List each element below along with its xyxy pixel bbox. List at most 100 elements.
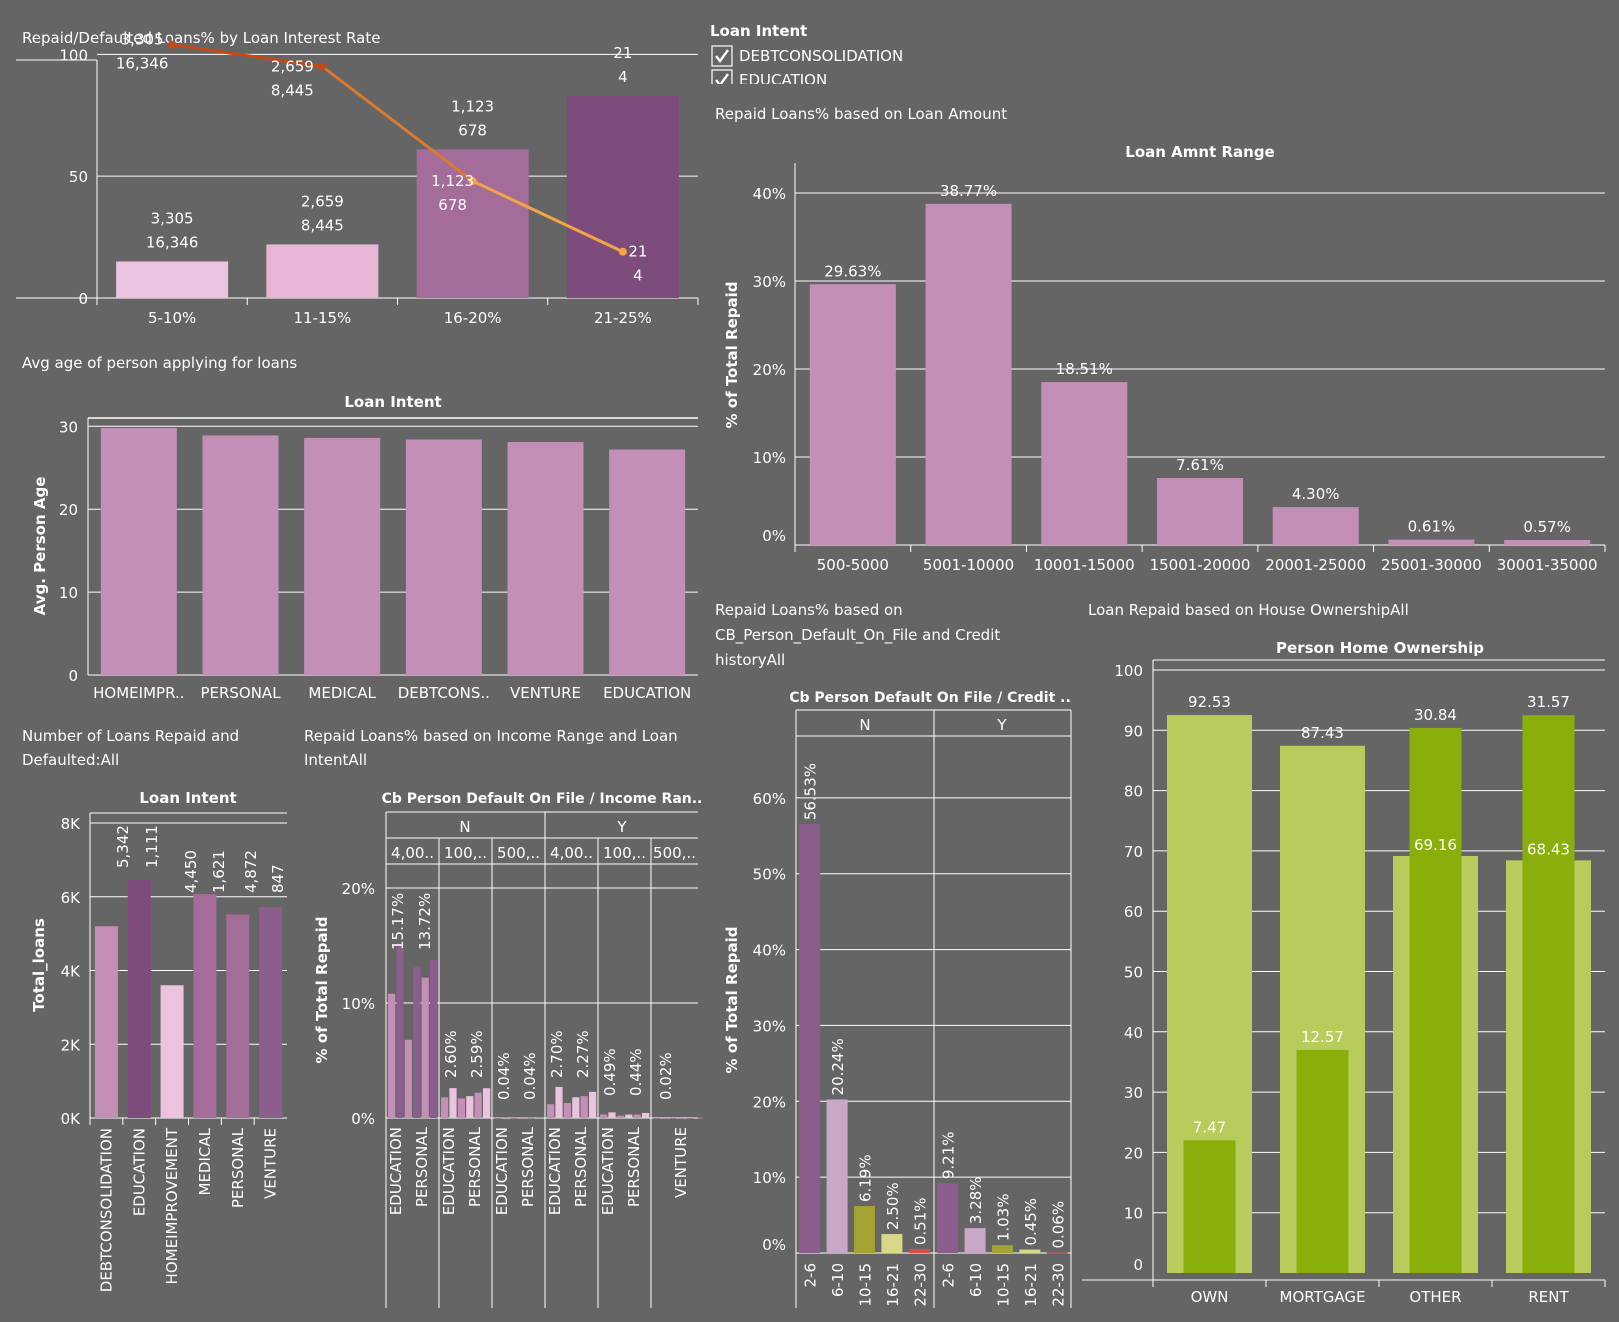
bar bbox=[669, 1118, 677, 1119]
bar bbox=[127, 880, 151, 1118]
bar bbox=[925, 203, 1012, 545]
y-tick-label: 4K bbox=[61, 963, 82, 981]
bar bbox=[1272, 507, 1359, 545]
line-label-repaid: 1,123 bbox=[431, 172, 474, 190]
bar-top-label: 5,342 bbox=[114, 825, 132, 868]
y-tick-label: 0% bbox=[351, 1110, 375, 1128]
x-tick-label: PERSONAL bbox=[229, 1127, 247, 1208]
group-label: Y bbox=[616, 818, 627, 836]
y-tick-label: 60% bbox=[753, 790, 786, 808]
data-label: 0.61% bbox=[1408, 518, 1456, 536]
credit-chart-title-line3: historyAll bbox=[715, 651, 785, 669]
y-tick-label: 10% bbox=[753, 1169, 786, 1187]
bar-narrow bbox=[1296, 1049, 1349, 1273]
y-tick-label: 70 bbox=[1124, 843, 1143, 861]
data-label: 20.24% bbox=[829, 1038, 847, 1095]
bar bbox=[466, 1096, 474, 1118]
bar bbox=[226, 914, 250, 1118]
y-tick-label: 100 bbox=[1114, 662, 1143, 680]
bar bbox=[1041, 382, 1128, 545]
x-tick-label: HOMEIMPROVEMENT bbox=[163, 1127, 181, 1284]
x-tick-label: 16-21 bbox=[884, 1263, 902, 1307]
x-tick-label: DEBTCONSOLIDATION bbox=[97, 1128, 115, 1292]
checkbox-checked-icon[interactable] bbox=[711, 69, 733, 90]
data-label: 2.60% bbox=[442, 1030, 460, 1078]
bar bbox=[483, 1088, 491, 1118]
bar bbox=[202, 435, 279, 675]
data-label: 15.17% bbox=[389, 893, 407, 950]
data-label: 29.63% bbox=[824, 262, 881, 280]
filter-item-label: DEBTCONSOLIDATION bbox=[739, 47, 903, 65]
y-tick-label: 0 bbox=[78, 290, 88, 308]
bar bbox=[304, 437, 381, 675]
bar bbox=[580, 1096, 588, 1118]
x-tick-label: MEDICAL bbox=[196, 1127, 214, 1195]
y-tick-label: 60 bbox=[1124, 903, 1143, 921]
x-tick-label: 2-6 bbox=[940, 1263, 958, 1288]
income-range-chart: 0% 10% 20% % of Total Repaid N Y 4,00.. 100,.. 5… bbox=[313, 811, 703, 1308]
bar bbox=[600, 1114, 608, 1118]
interest-rate-chart: 0 50 100 5-10% 3,305 16,346 11-15% 2,659 8,445 16… bbox=[16, 31, 699, 327]
y-tick-label: 40% bbox=[753, 942, 786, 960]
y-axis-title: % of Total Repaid bbox=[723, 282, 741, 429]
x-tick-label: 16-21 bbox=[1022, 1263, 1040, 1307]
bar bbox=[686, 1118, 694, 1119]
bar-top-label: 1,111 bbox=[143, 825, 161, 868]
bar bbox=[405, 439, 482, 675]
x-tick-label: 10-15 bbox=[857, 1263, 875, 1307]
x-tick-label: MEDICAL bbox=[308, 684, 376, 702]
bar bbox=[1388, 539, 1475, 545]
checkmark-icon bbox=[715, 73, 729, 84]
bar bbox=[572, 1097, 580, 1118]
y-tick-label: 0 bbox=[68, 667, 78, 685]
y-tick-label: 30% bbox=[753, 1017, 786, 1035]
bar bbox=[937, 1183, 959, 1253]
bar bbox=[160, 985, 184, 1118]
home-chart-title: Loan Repaid based on House OwnershipAll bbox=[1088, 601, 1409, 619]
x-tick-label: 21-25% bbox=[594, 309, 652, 327]
trend-line-point bbox=[468, 177, 477, 186]
credit-chart-header: Cb Person Default On File / Credit .. bbox=[789, 690, 1071, 706]
group-label: Y bbox=[996, 716, 1007, 734]
y-tick-label: 0% bbox=[762, 1236, 786, 1254]
bar bbox=[992, 1245, 1013, 1253]
filter-item-education[interactable]: EDUCATION bbox=[711, 69, 827, 90]
bar bbox=[547, 1104, 555, 1118]
wide-bar-label: 92.53 bbox=[1188, 693, 1231, 711]
y-tick-label: 20% bbox=[753, 1093, 786, 1111]
data-label: 13.72% bbox=[416, 893, 434, 950]
y-tick-label: 20% bbox=[753, 361, 786, 379]
data-label: 0.02% bbox=[657, 1052, 675, 1100]
y-tick-label: 0K bbox=[61, 1110, 82, 1128]
bar-label-defaulted: 678 bbox=[458, 121, 487, 139]
narrow-bar-label: 7.47 bbox=[1193, 1118, 1226, 1136]
line-label-repaid: 3,305 bbox=[121, 31, 164, 49]
data-label: 3.28% bbox=[967, 1176, 985, 1224]
x-tick-label: 15001-20000 bbox=[1150, 556, 1251, 574]
subgroup-label: 4,00.. bbox=[391, 844, 434, 862]
bar bbox=[854, 1206, 875, 1253]
y-tick-label: 10 bbox=[1124, 1205, 1143, 1223]
bar bbox=[633, 1114, 641, 1118]
y-tick-label: 0 bbox=[1133, 1256, 1143, 1274]
x-tick-label: VENTURE bbox=[262, 1128, 280, 1199]
line-label-repaid: 21 bbox=[628, 243, 647, 261]
bar bbox=[799, 824, 821, 1253]
x-tick-label: 25001-30000 bbox=[1381, 556, 1482, 574]
bar bbox=[695, 1117, 703, 1119]
y-tick-label: 50 bbox=[69, 168, 88, 186]
bar-label-repaid: 2,659 bbox=[301, 192, 344, 210]
data-label: 9.21% bbox=[940, 1131, 958, 1179]
filter-item-debtconsolidation[interactable]: DEBTCONSOLIDATION bbox=[711, 45, 903, 67]
bar-label-defaulted: 8,445 bbox=[301, 216, 344, 234]
x-tick-label: OWN bbox=[1191, 1288, 1229, 1306]
number-of-loans-chart: 0K 2K 4K 6K 8K Total_loans DEBTCONSOLIDATION ED… bbox=[30, 812, 287, 1292]
credit-history-chart: 0% 10% 20% 30% 40% 50% 60% % of Total Repaid N Y 5… bbox=[723, 709, 1072, 1308]
x-tick-label: 10001-15000 bbox=[1034, 556, 1135, 574]
x-tick-label: EDUCATION bbox=[493, 1127, 511, 1215]
checkbox-checked-icon[interactable] bbox=[711, 45, 733, 67]
x-tick-label: 20001-25000 bbox=[1265, 556, 1366, 574]
x-tick-label: EDUCATION bbox=[546, 1127, 564, 1215]
bar bbox=[964, 1228, 986, 1253]
group-label: N bbox=[459, 818, 470, 836]
